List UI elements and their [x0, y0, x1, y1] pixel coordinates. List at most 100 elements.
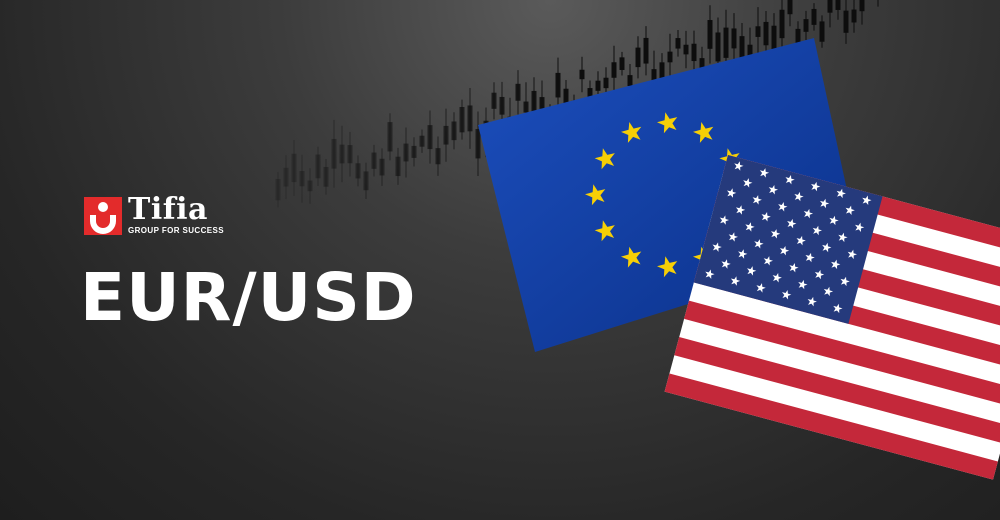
candle-body	[635, 47, 641, 68]
candle-body	[827, 0, 833, 13]
us-star-icon	[738, 249, 748, 259]
candle-body	[595, 80, 601, 91]
us-star-icon	[747, 266, 757, 276]
candle-body	[787, 0, 793, 15]
candle-body	[475, 129, 481, 159]
us-star-icon	[705, 269, 715, 279]
eu-star-icon	[594, 220, 615, 242]
eu-star-icon	[693, 122, 714, 143]
us-star-icon	[803, 208, 814, 219]
candle-body	[403, 143, 409, 162]
candle-body	[723, 27, 729, 58]
us-star-icon	[730, 276, 741, 286]
us-stripe	[684, 300, 1000, 407]
us-star-icon	[726, 188, 737, 198]
candle-body	[643, 37, 649, 64]
us-star-icon	[754, 239, 764, 249]
us-star-icon	[752, 195, 762, 205]
candle-body	[315, 154, 321, 179]
candle-body	[331, 138, 337, 169]
us-star-icon	[745, 222, 755, 232]
candle-body	[339, 144, 345, 164]
candle-body	[523, 101, 529, 113]
candle-body	[835, 0, 841, 10]
us-star-icon	[823, 286, 834, 297]
candle-body	[355, 163, 361, 179]
eu-star-icon	[657, 112, 678, 134]
brand-tagline: GROUP FOR SUCCESS	[128, 226, 224, 235]
candle-body	[763, 21, 769, 46]
us-star-icon	[796, 235, 806, 246]
candle-body	[411, 145, 417, 158]
eu-star-icon	[594, 148, 615, 170]
us-star-icon	[794, 191, 804, 202]
candle-body	[291, 153, 297, 183]
us-flag-icon	[664, 154, 1000, 480]
us-star-icon	[814, 269, 825, 280]
us-star-icon	[787, 218, 797, 229]
candle-body	[387, 122, 393, 152]
candle-body	[731, 28, 737, 49]
tifia-logo-mark-icon	[84, 196, 122, 235]
eu-star-icon	[621, 122, 642, 143]
candle-body	[347, 145, 353, 164]
candle-body	[627, 75, 633, 87]
us-star-icon	[782, 290, 792, 300]
candle-body	[859, 0, 865, 12]
us-star-icon	[756, 283, 766, 293]
candle-body	[611, 62, 617, 78]
us-star-icon	[734, 161, 744, 171]
us-star-icon	[719, 215, 730, 225]
candle-body	[779, 9, 785, 39]
candle-body	[803, 19, 809, 32]
candle-body	[851, 9, 857, 23]
candle-body	[819, 21, 825, 42]
us-star-icon	[789, 262, 799, 273]
eu-star-icon	[585, 184, 606, 206]
us-star-icon	[785, 174, 795, 185]
candle-body	[707, 20, 713, 49]
candle-body	[427, 125, 433, 150]
candle-body	[307, 180, 313, 192]
us-star-icon	[763, 256, 773, 266]
us-star-icon	[822, 242, 832, 253]
candle-body	[715, 32, 721, 62]
candle-body	[579, 69, 585, 80]
us-star-icon	[772, 273, 782, 283]
candle-body	[755, 26, 761, 37]
us-star-icon	[845, 205, 855, 216]
eu-star-icon	[621, 246, 642, 268]
us-star-icon	[811, 181, 821, 192]
candle-body	[451, 121, 457, 141]
candle-body	[691, 43, 697, 62]
candle-body	[667, 51, 673, 63]
candle-body	[843, 10, 849, 33]
us-star-icon	[759, 168, 770, 178]
us-star-icon	[833, 303, 843, 314]
candle-body	[435, 148, 441, 165]
candle-body	[299, 171, 305, 187]
candle-body	[371, 152, 377, 169]
us-star-icon	[847, 249, 858, 260]
candle-body	[539, 97, 545, 109]
candle-body	[283, 167, 289, 187]
candle-body	[603, 77, 609, 89]
candle-body	[395, 156, 401, 177]
candle-body	[443, 125, 449, 145]
us-star-icon	[805, 252, 815, 263]
us-star-icon	[778, 202, 788, 212]
us-star-icon	[798, 279, 808, 290]
eu-star-icon	[657, 256, 678, 278]
candle-body	[619, 57, 625, 70]
currency-pair-title: EUR/USD	[80, 259, 417, 336]
us-star-icon	[812, 225, 822, 236]
candle-body	[323, 166, 329, 187]
us-star-icon	[819, 198, 830, 209]
us-star-icon	[728, 232, 738, 242]
candle-body	[515, 83, 521, 101]
candle-body	[811, 8, 817, 25]
us-star-icon	[779, 245, 790, 256]
